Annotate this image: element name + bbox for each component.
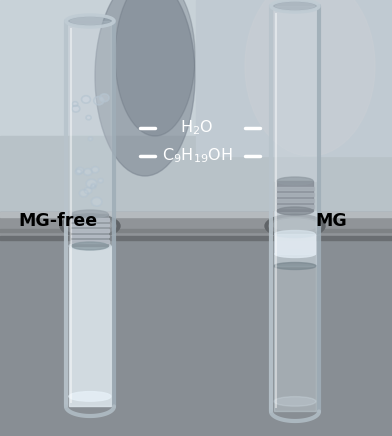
Ellipse shape [72,242,108,250]
Ellipse shape [89,137,93,140]
Ellipse shape [245,0,375,156]
Bar [274,6,316,181]
Bar [0,136,392,216]
Ellipse shape [100,94,109,102]
Ellipse shape [91,167,99,173]
Bar [69,246,111,406]
Bar [274,6,316,411]
Text: $\mathdefault{H_2O}$: $\mathdefault{H_2O}$ [180,119,214,137]
Bar [72,214,108,246]
Ellipse shape [72,210,108,218]
Ellipse shape [72,106,80,112]
Ellipse shape [94,96,104,105]
Ellipse shape [86,179,97,188]
Ellipse shape [80,190,88,197]
Bar [71,218,109,221]
Ellipse shape [115,0,195,136]
Bar [0,216,392,436]
Text: MG-free: MG-free [18,212,97,230]
Ellipse shape [75,169,82,174]
Bar [71,235,109,238]
Ellipse shape [275,251,315,258]
Bar [0,212,392,217]
Bar [71,224,109,226]
Text: $\mathdefault{C_9H_{19}OH}$: $\mathdefault{C_9H_{19}OH}$ [162,146,232,165]
Bar [69,21,111,214]
Bar [276,200,314,202]
Bar [71,241,109,243]
Ellipse shape [82,96,91,103]
Bar [274,6,316,181]
Ellipse shape [69,16,111,26]
Ellipse shape [68,219,112,231]
Ellipse shape [98,179,103,183]
Ellipse shape [84,169,92,175]
Ellipse shape [274,1,316,11]
Ellipse shape [95,0,195,176]
Bar [277,181,313,211]
Bar [274,266,316,411]
Bar [196,0,392,156]
Ellipse shape [73,102,78,106]
Ellipse shape [60,214,120,238]
Ellipse shape [69,392,111,401]
Bar [276,194,314,196]
Bar [0,229,392,232]
Ellipse shape [86,116,91,120]
Ellipse shape [274,397,316,406]
Bar [274,211,316,266]
Ellipse shape [277,207,313,215]
Ellipse shape [275,231,315,238]
Ellipse shape [273,219,317,231]
Ellipse shape [269,218,321,235]
Ellipse shape [85,187,92,194]
Ellipse shape [274,262,316,269]
Ellipse shape [91,198,102,206]
Ellipse shape [91,184,96,187]
Ellipse shape [91,185,96,189]
Ellipse shape [265,214,325,238]
Bar [275,234,315,254]
Bar [0,212,392,240]
Bar [0,0,392,136]
Bar [69,21,111,406]
Ellipse shape [277,177,313,185]
Bar [276,205,314,208]
Ellipse shape [76,167,83,174]
Bar [276,187,314,190]
Ellipse shape [69,242,111,250]
Ellipse shape [64,218,116,235]
Bar [0,236,392,240]
Text: MG: MG [315,212,347,230]
Bar [71,229,109,232]
